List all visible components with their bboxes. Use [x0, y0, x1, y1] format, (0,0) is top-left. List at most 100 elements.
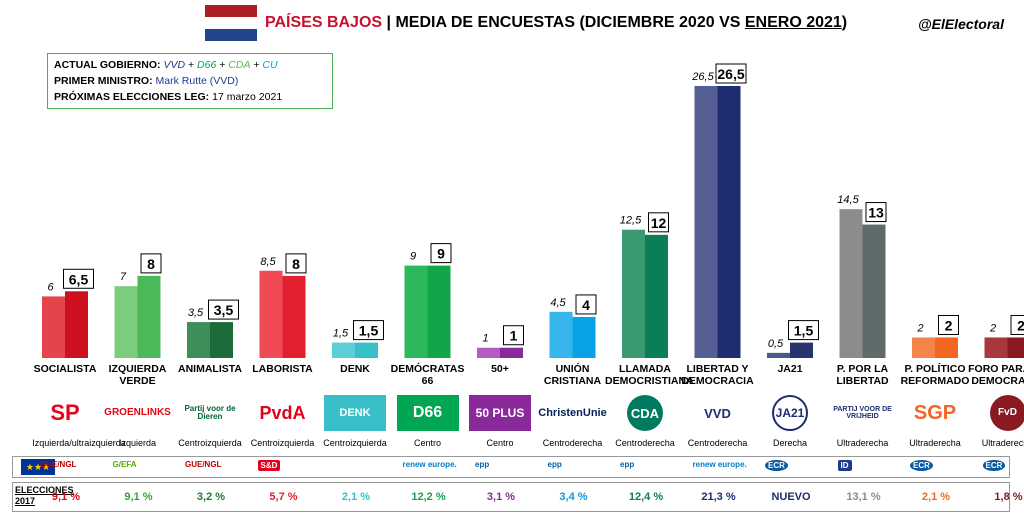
value-label-jan-2021: 26,5	[717, 66, 744, 82]
value-box-jan-2021	[353, 320, 384, 341]
party-label: DEMÓCRATAS 66	[390, 363, 465, 387]
party-logo-icon: GROENLINKS	[104, 407, 171, 418]
result-2017-value: 3,1 %	[486, 491, 516, 503]
title-separator: |	[382, 14, 396, 31]
bar-dec-2020	[42, 296, 65, 358]
value-label-jan-2021: 2	[1017, 317, 1024, 333]
result-2017-value: 2,1 %	[921, 491, 951, 503]
eu-group-icon: ECR	[765, 460, 788, 471]
value-label-jan-2021: 1	[510, 328, 518, 344]
ideology-label: Centroderecha	[542, 438, 603, 448]
party-label: LIBERTAD Y DEMOCRACIA	[681, 363, 754, 387]
party-label: FORO PARA LA DEMOCRACIA	[968, 363, 1024, 387]
bar-jan-2021	[1007, 337, 1024, 358]
party-label: P. POR LA LIBERTAD	[836, 363, 889, 387]
bar-dec-2020	[984, 337, 1008, 358]
results-label: ELECCIONES 2017	[15, 485, 74, 507]
bar-jan-2021	[717, 86, 741, 358]
party-logo-icon: PARTIJ VOOR DE VRIJHEID	[833, 406, 892, 420]
netherlands-flag	[205, 5, 257, 41]
eu-group-icon: renew europe.	[692, 460, 747, 469]
bar-dec-2020	[767, 352, 790, 358]
value-box-jan-2021	[788, 320, 819, 341]
result-2017-value: 9,1 %	[124, 491, 153, 503]
value-box-jan-2021	[648, 212, 669, 233]
party-logo-icon: FvD	[989, 395, 1024, 431]
results-label-line: ELECCIONES	[15, 485, 74, 495]
flag-stripe-white	[205, 17, 257, 29]
ideology-label: Izquierda/ultraizquierda	[32, 438, 126, 448]
value-box-jan-2021	[938, 314, 959, 335]
value-box-jan-2021	[1010, 314, 1024, 335]
party-logo-icon: SP	[50, 400, 80, 425]
bar-jan-2021	[572, 316, 596, 358]
value-label-jan-2021: 1,5	[794, 323, 814, 339]
gov-vvd: VVD	[163, 59, 186, 71]
eu-group-icon: epp	[620, 460, 635, 469]
party-logo-icon: SGP	[913, 402, 957, 424]
bar-dec-2020	[912, 337, 935, 358]
eu-group-icon: GUE/NGL	[40, 460, 77, 469]
bar-jan-2021	[282, 275, 306, 358]
flag-stripe-blue	[205, 29, 257, 41]
party-label: ANIMALISTA	[178, 363, 242, 375]
ideology-label: Centroizquierda	[178, 438, 242, 448]
bar-dec-2020	[694, 86, 718, 358]
gov-cda: CDA	[228, 59, 251, 71]
flag-stripe-red	[205, 5, 257, 17]
party-label: SOCIALISTA	[33, 363, 97, 375]
eu-group-icon: G/EFA	[112, 460, 137, 469]
value-box-jan-2021	[208, 299, 239, 320]
pm-value: Mark Rutte (VVD)	[155, 75, 239, 87]
gov-plus: +	[216, 59, 229, 71]
title-end: )	[841, 14, 848, 31]
next-election-line: PRÓXIMAS ELECCIONES LEG: 17 marzo 2021	[54, 89, 326, 105]
value-label-dec-2020: 1,5	[333, 328, 349, 340]
info-box: ACTUAL GOBIERNO: VVD + D66 + CDA + CU PR…	[47, 53, 333, 109]
result-2017-value: 9,1 %	[51, 491, 81, 503]
value-label-jan-2021: 3,5	[214, 302, 234, 318]
ideology-label: Ultraderecha	[981, 438, 1024, 448]
eu-group-icon: epp	[547, 460, 562, 469]
gov-label: ACTUAL GOBIERNO:	[54, 59, 161, 71]
value-label-dec-2020: 2	[916, 322, 923, 334]
eu-group-icon: GUE/NGL	[185, 460, 222, 469]
value-label-dec-2020: 14,5	[837, 194, 859, 206]
bar-dec-2020	[114, 286, 138, 358]
eu-group-icon: ECR	[982, 460, 1006, 471]
party-logo-icon: VVD	[704, 405, 731, 421]
eu-group-row: ★★★ GUE/NGL G/EFA GUE/NGL S&D renew europe. e…	[12, 456, 1010, 478]
value-label-dec-2020: 7	[120, 271, 127, 283]
bar-jan-2021	[862, 224, 886, 358]
value-label-jan-2021: 13	[868, 205, 884, 221]
value-label-jan-2021: 9	[437, 246, 445, 262]
gov-plus: +	[185, 59, 198, 71]
result-2017-value: 3,2 %	[196, 491, 226, 503]
eu-group-icon: S&D	[257, 460, 281, 471]
value-label-dec-2020: 6	[47, 281, 54, 293]
eu-group-icon: ID	[837, 460, 852, 471]
bar-dec-2020	[839, 209, 863, 358]
title-underlined: ENERO 2021	[744, 14, 842, 31]
party-label: UNIÓN CRISTIANA	[543, 363, 602, 387]
party-logo-icon: JA21	[772, 395, 808, 431]
result-2017-value: NUEVO	[771, 491, 811, 503]
results-2017-row: ELECCIONES 2017 9,1 % 9,1 % 3,2 % 5,7 % 2,1 …	[12, 482, 1023, 512]
next-election-value: 17 marzo 2021	[212, 91, 283, 103]
bar-dec-2020	[549, 311, 573, 358]
result-2017-value: 2,1 %	[341, 491, 371, 503]
value-label-jan-2021: 8	[292, 256, 300, 272]
ideology-label: Centroderecha	[615, 438, 675, 448]
value-box-jan-2021	[63, 268, 94, 289]
value-label-jan-2021: 6,5	[69, 271, 89, 287]
party-logo-icon: PvdA	[259, 403, 306, 423]
chart-title: PAÍSES BAJOS | MEDIA DE ENCUESTAS (DICIE…	[265, 14, 847, 32]
next-election-label: PRÓXIMAS ELECCIONES LEG:	[54, 91, 210, 103]
value-box-jan-2021	[575, 294, 597, 315]
ideology-label: Centroizquierda	[250, 438, 315, 448]
value-box-jan-2021	[285, 253, 307, 274]
ideology-label: Derecha	[772, 438, 808, 448]
eu-group-icon: renew europe.	[402, 460, 457, 469]
value-label-jan-2021: 4	[582, 297, 590, 313]
party-logo-icon: 50 PLUS	[469, 395, 531, 431]
